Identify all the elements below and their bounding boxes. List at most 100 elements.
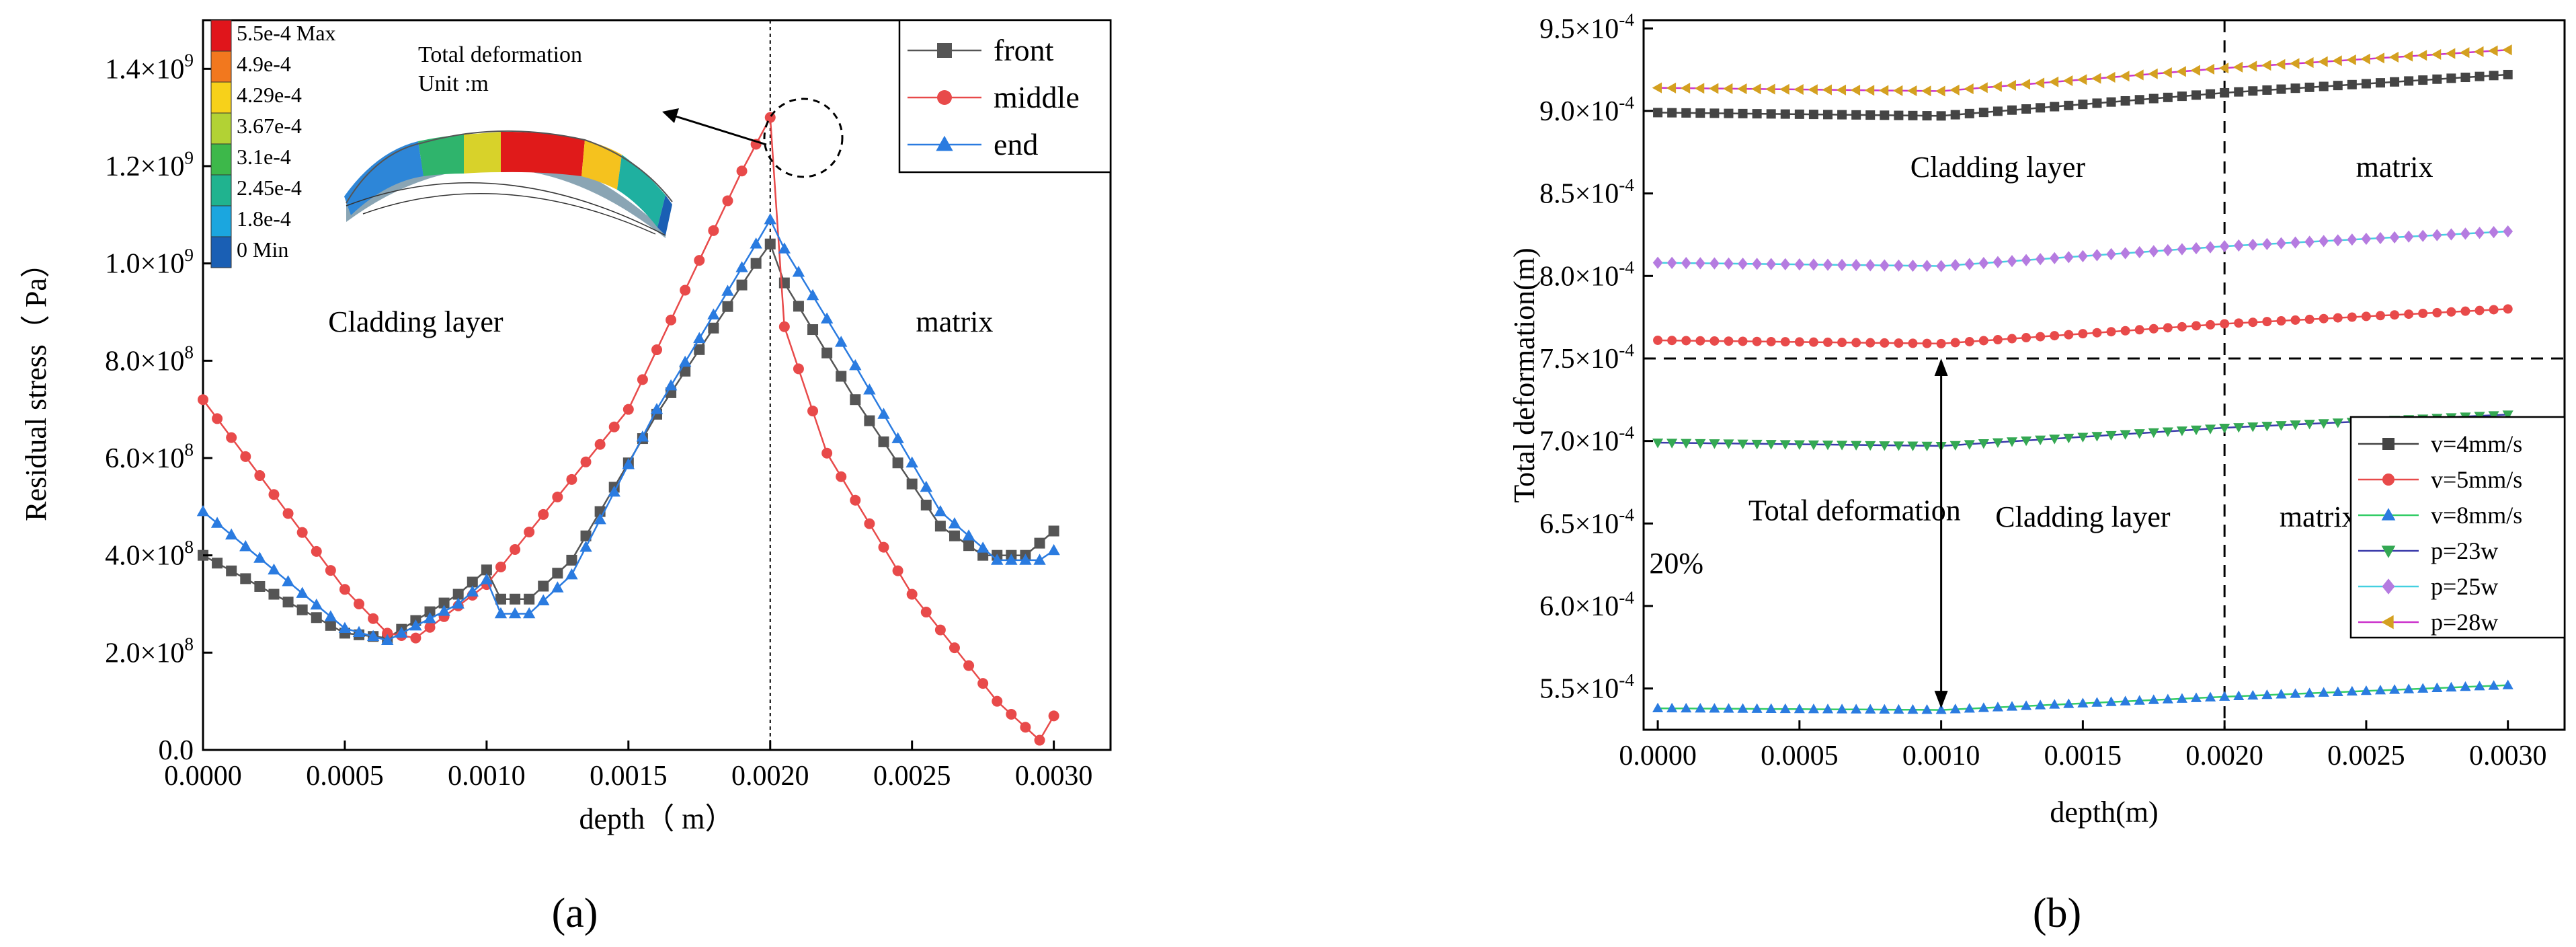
inset-color-legend: 5.5e-4 Max 4.9e-4 4.29e-4 3.67e-4 3.1e-4 2.45… <box>210 20 336 268</box>
data-point-middle <box>424 621 436 633</box>
data-point-middle <box>354 599 365 609</box>
data-point-p=25w <box>2120 247 2130 260</box>
data-point-front <box>807 324 819 336</box>
data-point-p=28w <box>1978 82 1988 93</box>
data-point-p=28w <box>1907 85 1917 97</box>
data-point-middle <box>368 613 379 624</box>
data-point-v=4mm/s <box>2276 84 2286 94</box>
data-point-p=28w <box>1836 84 1847 96</box>
data-point-p=25w <box>2021 254 2031 266</box>
data-point-v=5mm/s <box>2347 312 2357 322</box>
data-point-front <box>892 457 903 469</box>
data-point-p=23w <box>2304 420 2315 430</box>
data-point-front <box>254 580 266 592</box>
data-point-middle <box>325 565 336 576</box>
data-point-v=5mm/s <box>1667 336 1677 346</box>
data-point-end <box>310 598 323 610</box>
data-point-v=5mm/s <box>2333 313 2343 323</box>
data-point-p=28w <box>2247 61 2257 72</box>
data-point-end <box>438 605 450 616</box>
data-point-front <box>963 540 975 552</box>
data-point-p=25w <box>2403 230 2414 243</box>
data-point-v=5mm/s <box>2418 308 2428 318</box>
data-point-front <box>736 279 748 291</box>
data-point-middle <box>495 562 506 573</box>
data-point-v=4mm/s <box>2474 71 2485 81</box>
data-point-p=25w <box>2389 231 2400 243</box>
data-point-p=28w <box>1737 83 1747 95</box>
data-point-v=8mm/s <box>2346 685 2358 696</box>
data-point-p=25w <box>2092 249 2102 262</box>
data-point-p=25w <box>1978 257 1989 270</box>
data-point-p=28w <box>1949 84 1960 96</box>
color-swatch <box>210 236 232 268</box>
data-point-p=23w <box>2006 437 2018 447</box>
data-point-v=5mm/s <box>2064 330 2074 340</box>
data-point-v=4mm/s <box>1851 110 1861 120</box>
annotation-clad2: Cladding layer <box>1995 500 2171 533</box>
data-point-p=25w <box>2205 241 2216 254</box>
data-point-p=23w <box>1695 439 1706 449</box>
data-point-v=5mm/s <box>1837 338 1847 348</box>
x-axis-label-a: depth（ m） <box>579 802 735 835</box>
data-point-p=25w <box>2375 231 2386 245</box>
color-swatch <box>210 174 232 206</box>
data-point-end <box>664 379 678 391</box>
color-swatch <box>210 50 232 83</box>
annotations-a: Cladding layer matrix <box>328 305 993 338</box>
data-point-v=8mm/s <box>1751 703 1763 713</box>
data-point-p=23w <box>1808 440 1819 451</box>
data-point-p=25w <box>2431 229 2442 241</box>
data-point-v=8mm/s <box>2233 690 2245 701</box>
data-point-v=8mm/s <box>2091 697 2103 707</box>
data-point-p=25w <box>1752 258 1762 270</box>
data-point-p=25w <box>2148 245 2159 258</box>
data-point-p=23w <box>2205 424 2216 434</box>
data-point-v=8mm/s <box>1681 702 1692 713</box>
data-point-end <box>551 581 564 593</box>
data-point-v=5mm/s <box>1880 338 1890 348</box>
data-point-v=5mm/s <box>2092 328 2102 338</box>
data-point-middle <box>934 624 946 636</box>
data-point-end <box>239 540 252 552</box>
color-legend-label: 3.67e-4 <box>237 114 302 138</box>
data-point-end <box>338 621 352 633</box>
data-point-front <box>296 604 308 615</box>
color-swatch <box>210 143 232 176</box>
data-point-end <box>253 552 266 563</box>
data-point-p=25w <box>1936 260 1946 272</box>
data-point-v=5mm/s <box>2432 307 2442 317</box>
data-point-p=23w <box>1921 441 1933 452</box>
data-point-p=28w <box>2162 67 2172 79</box>
data-point-front <box>212 558 223 569</box>
color-legend-label: 3.1e-4 <box>237 145 291 169</box>
data-point-end <box>920 480 932 492</box>
data-point-v=4mm/s <box>2021 104 2031 114</box>
data-point-v=4mm/s <box>1978 108 1988 118</box>
data-point-p=28w <box>1921 85 1931 97</box>
color-swatch <box>210 112 232 145</box>
data-point-middle <box>680 285 691 296</box>
data-point-middle <box>892 565 903 576</box>
data-point-end <box>678 355 692 367</box>
data-point-v=4mm/s <box>1808 110 1818 120</box>
legend-box-b <box>2349 416 2566 639</box>
data-point-middle <box>864 518 875 529</box>
data-point-middle <box>268 489 280 500</box>
data-point-v=5mm/s <box>2220 319 2230 329</box>
data-point-p=25w <box>2233 239 2244 252</box>
data-point-p=28w <box>1794 83 1804 96</box>
data-point-p=23w <box>2063 433 2075 444</box>
data-point-p=23w <box>2077 432 2089 443</box>
data-point-p=28w <box>2105 71 2116 83</box>
y-tick-label: 9.5×10-4 <box>1539 10 1634 45</box>
data-point-p=25w <box>2063 251 2074 264</box>
x-tick-label: 0.0030 <box>1015 761 1093 792</box>
data-point-end <box>622 458 635 469</box>
data-point-p=28w <box>2374 52 2384 64</box>
data-point-p=25w <box>2219 240 2230 253</box>
data-point-v=4mm/s <box>2191 90 2201 100</box>
data-point-middle <box>1048 710 1059 722</box>
data-point-front <box>934 521 946 532</box>
deformation-arrowhead-down <box>1934 691 1948 709</box>
